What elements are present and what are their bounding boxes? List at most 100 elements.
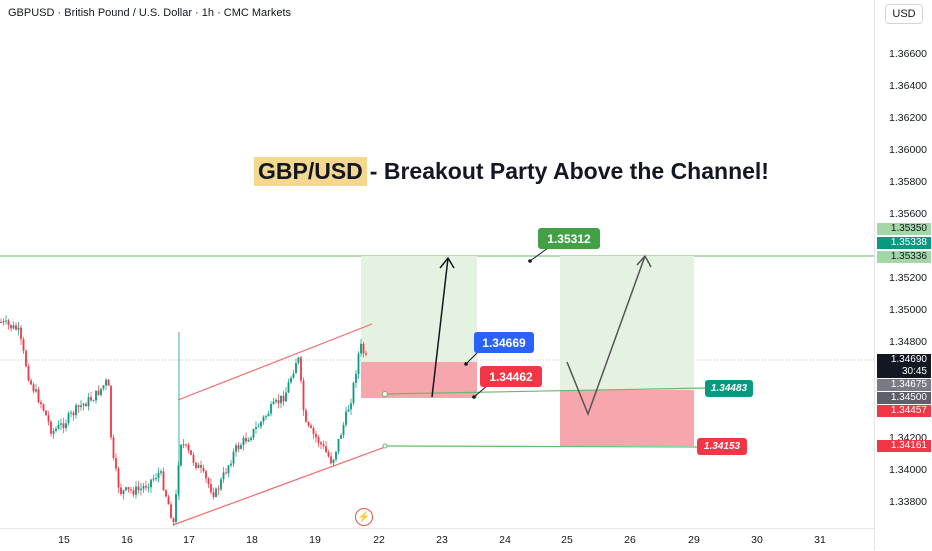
candle-body	[160, 471, 162, 473]
candle-body	[250, 437, 252, 441]
candle-body	[277, 399, 280, 404]
candle-body	[337, 438, 340, 452]
channel-upper-line[interactable]	[177, 323, 373, 401]
chart-area[interactable]: GBPUSD · British Pound / U.S. Dollar · 1…	[0, 0, 874, 528]
candle-body	[360, 343, 362, 354]
candle-body	[275, 399, 277, 402]
candle-body	[350, 403, 352, 410]
candle-body	[202, 467, 205, 472]
candle-body	[280, 395, 282, 404]
retest-path[interactable]	[566, 254, 652, 417]
target-zone-1[interactable]	[361, 256, 477, 362]
candle-body	[30, 380, 32, 385]
price-tag-target-high: 1.35350	[877, 223, 931, 235]
candle-body	[15, 325, 17, 330]
price-label: 1.35600	[889, 208, 927, 220]
candle-body	[37, 389, 40, 403]
chart-title: GBP/USD - Breakout Party Above the Chann…	[254, 157, 769, 186]
price-label: 1.36200	[889, 112, 927, 124]
support-line-handle[interactable]	[382, 391, 388, 397]
lower-support-line[interactable]	[384, 445, 698, 448]
stop-pointer-dot	[472, 395, 476, 399]
candle-body	[180, 444, 182, 466]
candle-body	[117, 468, 120, 488]
candle-body	[77, 405, 80, 408]
time-label: 19	[309, 534, 321, 546]
support-level-callout[interactable]: 1.34483	[705, 380, 753, 397]
candle-body	[170, 504, 172, 519]
support-line[interactable]	[384, 387, 706, 395]
candle-body	[295, 362, 297, 374]
price-tag-entry: 1.34675	[877, 379, 931, 391]
target-pointer-dot	[528, 259, 532, 263]
candle-body	[287, 382, 290, 393]
price-label: 1.33800	[889, 496, 927, 508]
candle-body	[245, 437, 247, 442]
candle-body	[247, 440, 250, 442]
candle-body	[92, 400, 95, 402]
candle-body	[312, 428, 315, 434]
candle-body	[230, 463, 232, 466]
candle-body	[90, 397, 92, 401]
time-label: 18	[246, 534, 258, 546]
candle-body	[200, 464, 202, 468]
candle-body	[105, 379, 107, 386]
candle-body	[235, 445, 237, 452]
candle-body	[137, 486, 140, 491]
candle-body	[282, 395, 285, 402]
candle-body	[347, 409, 350, 412]
candle-body	[110, 385, 112, 438]
candle-body	[55, 428, 57, 431]
candle-body	[357, 353, 360, 375]
candle-body	[205, 471, 207, 479]
candle-body	[187, 444, 190, 451]
candle-body	[327, 452, 330, 457]
time-label: 31	[814, 534, 826, 546]
lower-level-callout[interactable]: 1.34153	[697, 438, 747, 455]
chart-canvas[interactable]	[0, 0, 874, 528]
time-label: 29	[688, 534, 700, 546]
candle-body	[260, 421, 262, 427]
entry-pointer-dot	[464, 362, 468, 366]
target-zone-2[interactable]	[560, 256, 694, 390]
stop-callout[interactable]: 1.34462	[480, 366, 542, 387]
candle-body	[325, 446, 327, 453]
price-label: 1.35800	[889, 176, 927, 188]
time-label: 16	[121, 534, 133, 546]
target-callout[interactable]: 1.35312	[538, 228, 600, 249]
candle-body	[35, 389, 37, 392]
candle-body	[267, 413, 270, 417]
candle-body	[142, 486, 145, 489]
symbol-header[interactable]: GBPUSD · British Pound / U.S. Dollar · 1…	[8, 7, 292, 19]
price-tag-current: 1.34690	[877, 354, 931, 366]
flash-icon[interactable]: ⚡	[355, 508, 373, 526]
candle-body	[0, 322, 2, 323]
candle-body	[227, 465, 230, 474]
stop-zone-2[interactable]	[560, 390, 694, 446]
candle-body	[62, 423, 65, 429]
title-highlight: GBP/USD	[254, 157, 367, 186]
candle-body	[132, 490, 135, 495]
candle-body	[32, 384, 35, 392]
candle-body	[300, 357, 302, 381]
candle-body	[355, 374, 357, 383]
candle-body	[27, 366, 30, 381]
entry-callout[interactable]: 1.34669	[474, 332, 534, 353]
time-axis[interactable]: 15 16 17 18 19 22 23 24 25 26 29 30 31	[0, 528, 874, 551]
candle-body	[335, 451, 337, 460]
stop-pointer	[473, 384, 489, 398]
price-label: 1.35000	[889, 304, 927, 316]
lower-support-handle[interactable]	[382, 443, 388, 449]
candle-body	[25, 350, 27, 367]
breakout-arrow-1[interactable]	[431, 256, 455, 398]
candle-body	[82, 403, 85, 406]
currency-button[interactable]: USD	[885, 4, 923, 24]
channel-lower-line[interactable]	[172, 446, 386, 526]
candle-body	[147, 487, 150, 489]
candle-body	[195, 462, 197, 469]
time-label: 15	[58, 534, 70, 546]
price-axis[interactable]: USD 1.36600 1.36400 1.36200 1.36000 1.35…	[874, 0, 932, 550]
stop-zone-1[interactable]	[361, 362, 477, 398]
candle-body	[47, 415, 50, 422]
candle-body	[242, 437, 245, 446]
